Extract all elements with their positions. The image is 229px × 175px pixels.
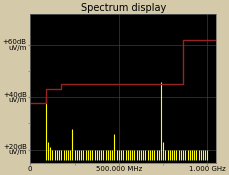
Title: Spectrum display: Spectrum display — [81, 3, 166, 13]
